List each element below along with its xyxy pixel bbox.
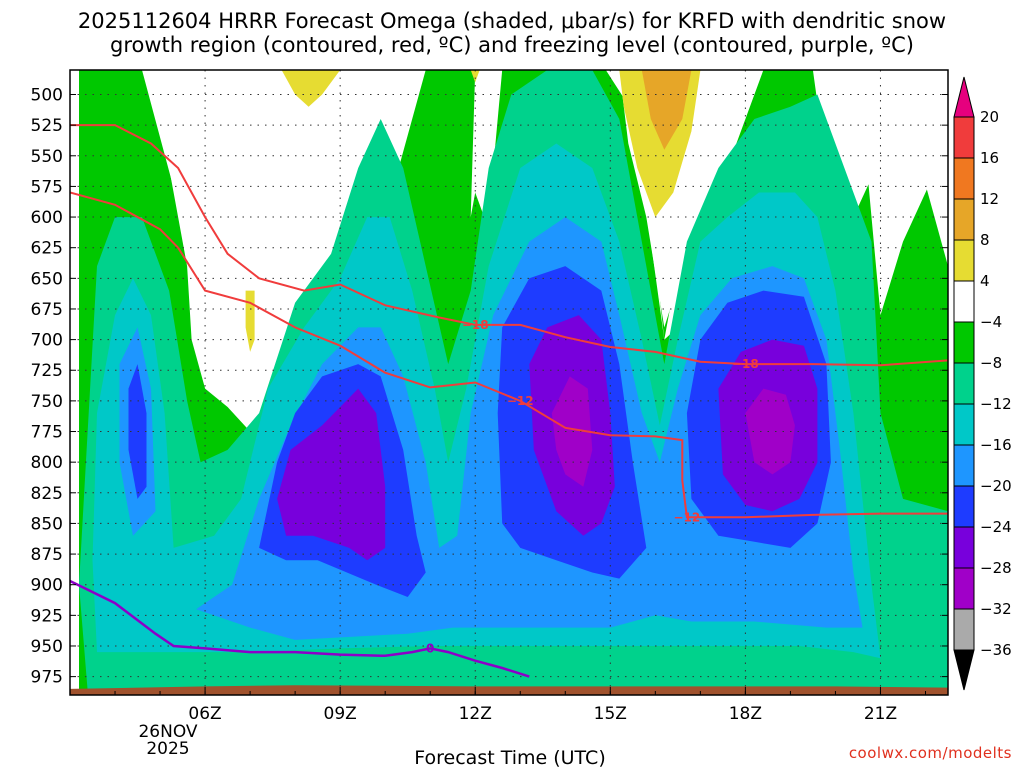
x-tick-label-3: 15Z	[594, 704, 627, 724]
dgz-contour-label-0: −18	[462, 318, 489, 332]
credit-text: coolwx.com/modelts	[849, 744, 1012, 762]
omega-region-1	[79, 70, 948, 340]
y-axis: 500 525 550 575 600 625 650 675 700 725 750 775 800 8…	[31, 86, 948, 688]
colorbar-label-3: 8	[980, 231, 990, 249]
colorbar-label-4: 4	[980, 272, 990, 290]
y-tick-label-11: 775	[31, 423, 63, 443]
colorbar-label-12: −32	[980, 600, 1012, 618]
y-tick-label-9: 725	[31, 361, 63, 381]
x-tick-label-2: 12Z	[459, 704, 492, 724]
colorbar-label-0: 20	[980, 108, 999, 126]
dgz-contour-1	[70, 191, 179, 249]
colorbar-swatch-6	[953, 362, 975, 405]
colorbar-swatch-10	[953, 526, 975, 569]
y-tick-label-5: 625	[31, 239, 63, 259]
colorbar-label-2: 12	[980, 190, 999, 208]
y-tick-label-8: 700	[31, 331, 63, 351]
omega-region-2	[142, 70, 426, 432]
y-tick-label-0: 500	[31, 86, 63, 106]
y-tick-label-13: 825	[31, 484, 63, 504]
x-axis-label: Forecast Time (UTC)	[414, 747, 605, 768]
y-tick-label-17: 925	[31, 606, 63, 626]
colorbar-swatch-3	[953, 239, 975, 282]
colorbar-swatch-1	[953, 157, 975, 200]
colorbar-swatch-7	[953, 403, 975, 446]
colorbar-swatch-8	[953, 444, 975, 487]
omega-region-22	[641, 70, 692, 150]
y-tick-label-19: 975	[31, 668, 63, 688]
plot-area: −18 −18 −12 −12 0	[70, 70, 948, 695]
y-tick-label-2: 550	[31, 147, 63, 167]
x-tick-label-1: 09Z	[324, 704, 357, 724]
date-label-line1: 26NOV	[138, 722, 197, 742]
colorbar-label-6: −8	[980, 354, 1002, 372]
ground-shading	[70, 685, 948, 695]
colorbar-swatch-5	[953, 321, 975, 364]
colorbar-bottom-arrow	[953, 649, 975, 691]
omega-region-3	[475, 70, 503, 218]
x-axis: 06Z 09Z 12Z 15Z 18Z 21Z	[69, 687, 926, 724]
omega-region-23	[245, 290, 255, 352]
colorbar-swatch-0	[953, 116, 975, 159]
dgz-contour-2	[177, 247, 948, 519]
omega-region-14	[277, 388, 386, 561]
colorbar-label-13: −36	[980, 641, 1012, 659]
colorbar-swatch-2	[953, 198, 975, 241]
y-tick-label-18: 950	[31, 637, 63, 657]
date-label-line2: 2025	[146, 739, 189, 759]
y-tick-label-14: 850	[31, 514, 63, 534]
y-tick-label-6: 650	[31, 269, 63, 289]
colorbar-top-arrow	[953, 76, 975, 118]
y-tick-label-3: 575	[31, 177, 63, 197]
colorbar-label-9: −20	[980, 477, 1012, 495]
y-tick-label-7: 675	[31, 300, 63, 320]
y-tick-label-4: 600	[31, 208, 63, 228]
colorbar-label-7: −12	[980, 395, 1012, 413]
plot-frame	[69, 69, 949, 696]
omega-region-20	[470, 70, 480, 83]
colorbar-swatch-9	[953, 485, 975, 528]
colorbar-swatch-11	[953, 567, 975, 610]
colorbar-label-10: −24	[980, 518, 1012, 536]
dgz-contour-label-1: −18	[732, 357, 759, 371]
y-tick-label-16: 900	[31, 576, 63, 596]
dgz-contour-label-2: −12	[507, 394, 534, 408]
x-tick-label-4: 18Z	[729, 704, 762, 724]
colorbar-swatch-4	[953, 280, 975, 323]
y-tick-label-15: 875	[31, 545, 63, 565]
colorbar-label-11: −28	[980, 559, 1012, 577]
ground-layer	[70, 685, 948, 695]
dgz-contour-0	[70, 124, 948, 367]
chart-title-line1: 2025112604 HRRR Forecast Omega (shaded, …	[78, 9, 946, 33]
y-tick-label-1: 525	[31, 116, 63, 136]
colorbar-label-5: −4	[980, 313, 1002, 331]
omega-region-17	[551, 376, 593, 487]
omega-region-18	[745, 388, 795, 475]
colorbar-label-8: −16	[980, 436, 1012, 454]
y-tick-label-12: 800	[31, 453, 63, 473]
colorbar-swatch-12	[953, 608, 975, 651]
colorbar-label-1: 16	[980, 149, 999, 167]
x-tick-label-0: 06Z	[188, 704, 221, 724]
dgz-contour-label-3: −12	[673, 510, 700, 524]
colorbar: 20 16 12 8 4 −4 −8 −12 −16 −20 −24 −28 −32 −36	[953, 76, 1012, 691]
omega-shading-layer	[79, 70, 948, 695]
freezing-level-label: 0	[426, 641, 434, 655]
freezing-level-contour	[70, 579, 530, 678]
omega-region-19	[281, 70, 341, 107]
chart-title-line2: growth region (contoured, red, ºC) and f…	[110, 33, 914, 57]
contour-layer: −18 −18 −12 −12 0	[70, 124, 948, 678]
y-tick-label-10: 750	[31, 392, 63, 412]
x-tick-label-5: 21Z	[864, 704, 897, 724]
